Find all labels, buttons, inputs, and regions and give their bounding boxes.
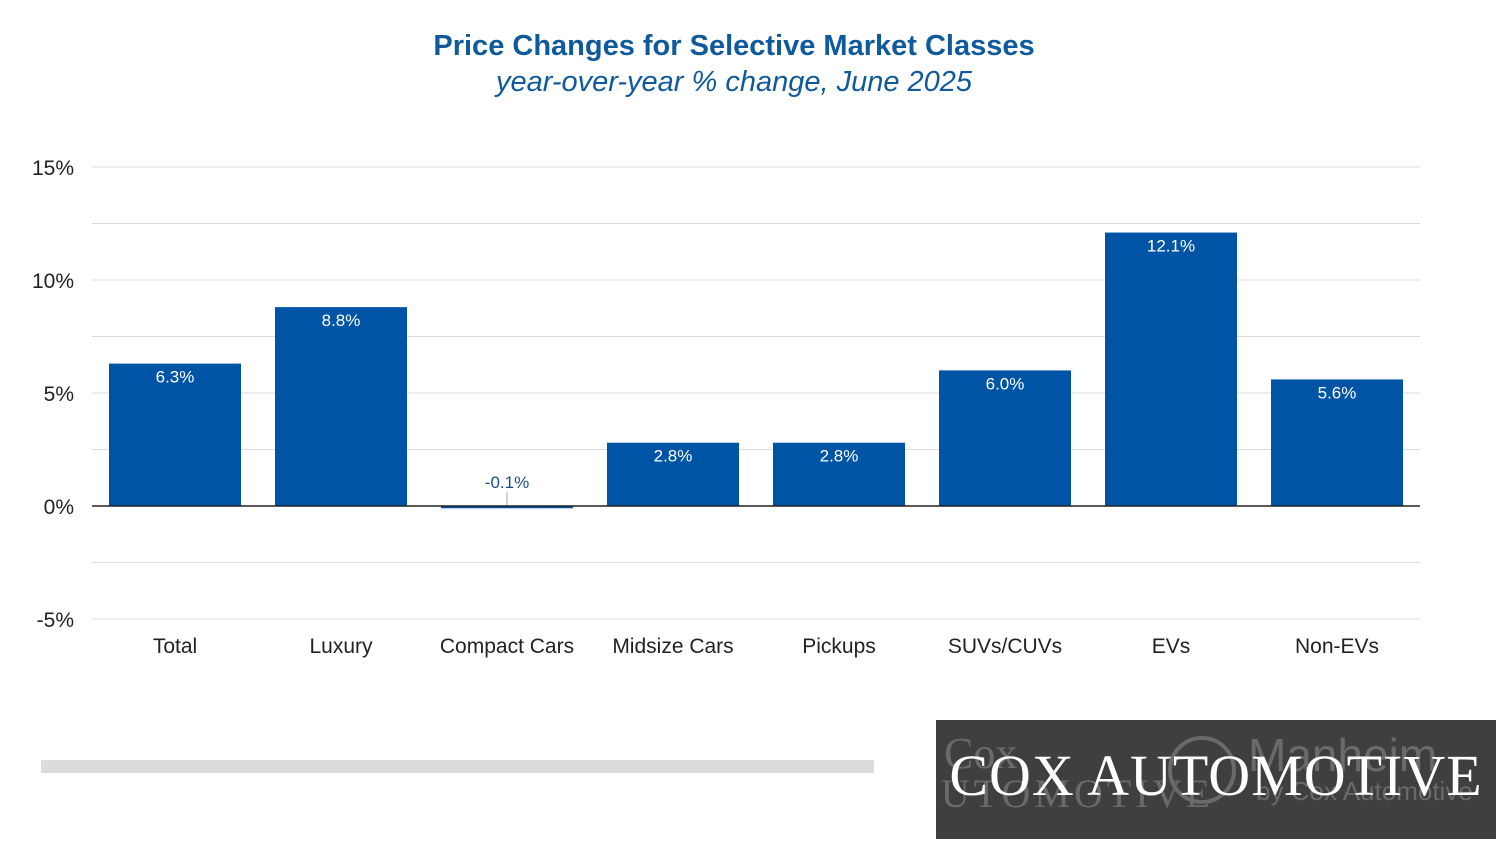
chart-subtitle: year-over-year % change, June 2025: [495, 66, 973, 98]
y-tick-label: -5%: [37, 609, 74, 632]
ghost-manheim-subtext: by Cox Automotive: [1256, 776, 1473, 806]
ghost-manheim-text: Manheim: [1248, 729, 1438, 781]
data-label: 8.8%: [322, 311, 361, 330]
data-label: 12.1%: [1147, 237, 1195, 256]
data-label: 2.8%: [820, 447, 859, 466]
x-category-label: Pickups: [802, 635, 876, 658]
bar: [109, 363, 241, 506]
bar: [1105, 232, 1237, 507]
y-tick-label: 15%: [32, 157, 74, 180]
bar: [607, 442, 739, 506]
chart-title: Price Changes for Selective Market Class…: [433, 30, 1035, 62]
data-label: 6.0%: [986, 374, 1025, 393]
ghost-automotive-text: AUTOMOTIVE: [936, 771, 1214, 816]
x-category-label: Luxury: [309, 635, 373, 658]
horizontal-scrollbar[interactable]: [41, 760, 874, 773]
bar: [1271, 379, 1403, 506]
x-category-label: Total: [153, 635, 197, 658]
manheim-emblem-icon: [1168, 736, 1236, 804]
bar-chart: -5% 0% 5% 10% 15% 6.3% Total 8.8% Luxury -0.1% Com…: [32, 157, 1420, 658]
data-label: -0.1%: [485, 473, 529, 492]
bar: [939, 370, 1071, 506]
y-tick-label: 10%: [32, 270, 74, 293]
cox-automotive-logo: Cox AUTOMOTIVE Manheim by Cox Automotive…: [936, 720, 1496, 839]
x-category-label: Midsize Cars: [612, 635, 733, 658]
data-label: 2.8%: [654, 447, 693, 466]
y-tick-label: 5%: [44, 383, 74, 406]
x-category-label: SUVs/CUVs: [948, 635, 1062, 658]
data-label: 5.6%: [1318, 383, 1357, 402]
x-category-label: Non-EVs: [1295, 635, 1379, 658]
y-tick-label: 0%: [44, 496, 74, 519]
bar: [441, 506, 573, 509]
logo-text: COX AUTOMOTIVE: [949, 743, 1483, 808]
data-label: 6.3%: [156, 368, 195, 387]
bar: [275, 307, 407, 506]
bar: [773, 442, 905, 506]
ghost-cox-text: Cox: [944, 729, 1018, 778]
x-category-label: Compact Cars: [440, 635, 574, 658]
x-category-label: EVs: [1152, 635, 1191, 658]
